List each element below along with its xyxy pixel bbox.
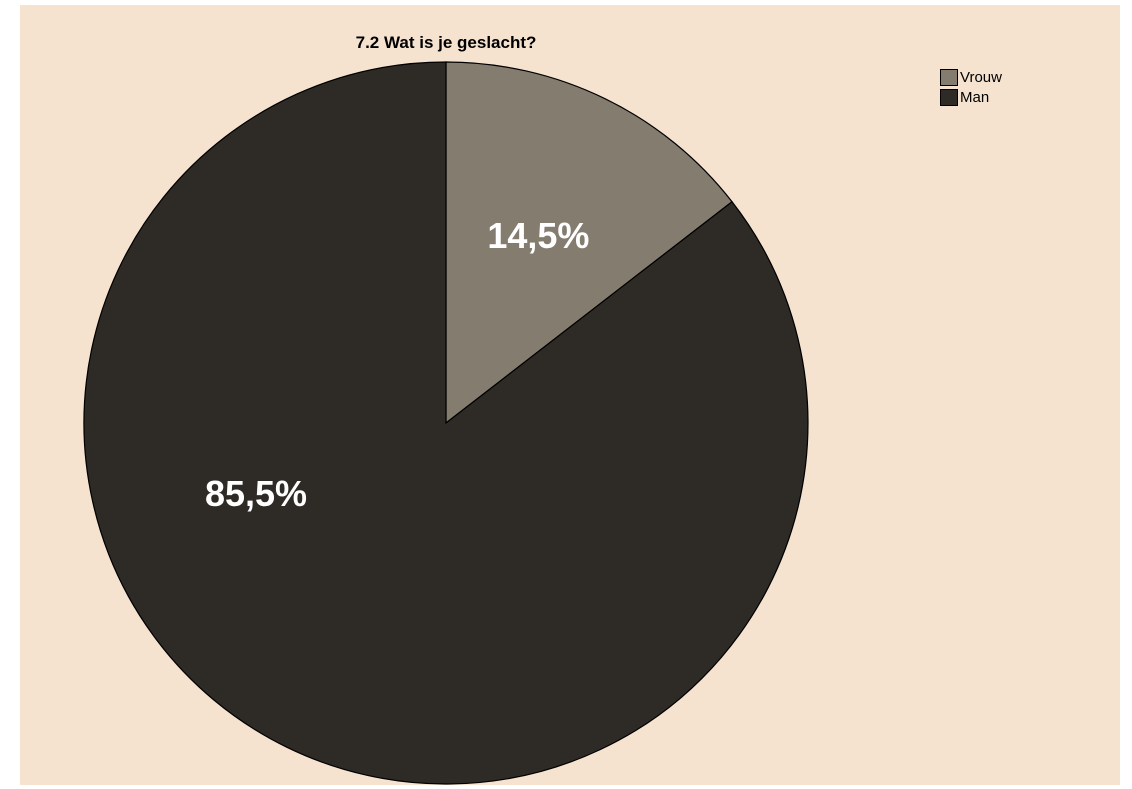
slice-label-man: 85,5%	[205, 473, 307, 514]
legend-swatch-vrouw	[940, 68, 958, 86]
legend: Vrouw Man	[940, 67, 1002, 107]
slice-label-vrouw: 14,5%	[487, 215, 589, 256]
legend-swatch-man	[940, 88, 958, 106]
chart-title: 7.2 Wat is je geslacht?	[355, 33, 537, 52]
pie-slice-vrouw	[445, 61, 733, 425]
legend-label-man: Man	[960, 88, 990, 106]
pie-chart: 14,5% 85,5%	[83, 61, 809, 785]
legend-item-man: Man	[940, 87, 1002, 107]
pie-slice-man	[83, 61, 809, 785]
legend-label-vrouw: Vrouw	[960, 68, 1002, 86]
chart-area: 7.2 Wat is je geslacht? 14,5% 85,5% Vrouw…	[20, 5, 1120, 785]
legend-item-vrouw: Vrouw	[940, 67, 1002, 87]
